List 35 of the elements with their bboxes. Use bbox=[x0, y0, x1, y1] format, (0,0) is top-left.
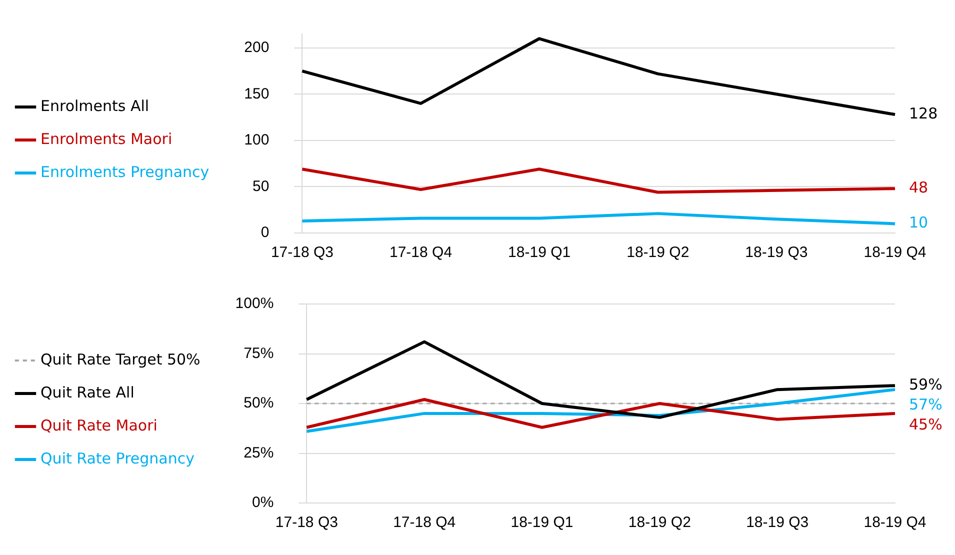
y-tick-label: 50 bbox=[252, 178, 270, 195]
legend-label: Quit Rate All bbox=[40, 383, 134, 402]
legend-label: Enrolments Pregnancy bbox=[40, 162, 210, 181]
x-tick-label: 18-19 Q3 bbox=[746, 514, 809, 532]
x-tick-label: 18-19 Q3 bbox=[745, 244, 808, 262]
x-tick-label: 18-19 Q2 bbox=[628, 514, 691, 532]
data-label: 128 bbox=[909, 104, 938, 122]
x-tick-label: 17-18 Q4 bbox=[389, 244, 452, 262]
legend-label: Enrolments All bbox=[40, 96, 150, 115]
y-tick-label: 100% bbox=[235, 295, 274, 312]
y-tick-label: 0 bbox=[260, 224, 270, 242]
y-tick-label: 50% bbox=[244, 394, 274, 412]
x-tick-label: 18-19 Q4 bbox=[864, 244, 926, 262]
x-tick-label: 18-19 Q2 bbox=[626, 244, 690, 262]
x-tick-label: 17-18 Q4 bbox=[393, 514, 456, 532]
legend-label: Quit Rate Pregnancy bbox=[40, 449, 195, 468]
data-label: 48 bbox=[909, 178, 928, 196]
data-label: 10 bbox=[909, 214, 928, 232]
legend-label: Enrolments Maori bbox=[40, 130, 172, 148]
y-tick-label: 0% bbox=[252, 494, 274, 512]
x-tick-label: 18-19 Q4 bbox=[864, 514, 926, 532]
x-tick-label: 17-18 Q3 bbox=[270, 244, 334, 262]
x-tick-label: 17-18 Q3 bbox=[275, 514, 338, 532]
data-label: 59% bbox=[909, 375, 942, 394]
legend-label: Quit Rate Maori bbox=[40, 416, 158, 434]
data-label: 57% bbox=[909, 395, 942, 414]
y-tick-label: 150 bbox=[244, 85, 270, 102]
x-tick-label: 18-19 Q1 bbox=[508, 244, 571, 262]
legend-label: Quit Rate Target 50% bbox=[40, 350, 200, 368]
y-tick-label: 75% bbox=[244, 344, 274, 362]
y-tick-label: 25% bbox=[244, 444, 274, 462]
y-tick-label: 100 bbox=[244, 132, 270, 149]
x-tick-label: 18-19 Q1 bbox=[510, 514, 574, 532]
data-label: 45% bbox=[909, 415, 942, 434]
y-tick-label: 200 bbox=[244, 39, 270, 56]
